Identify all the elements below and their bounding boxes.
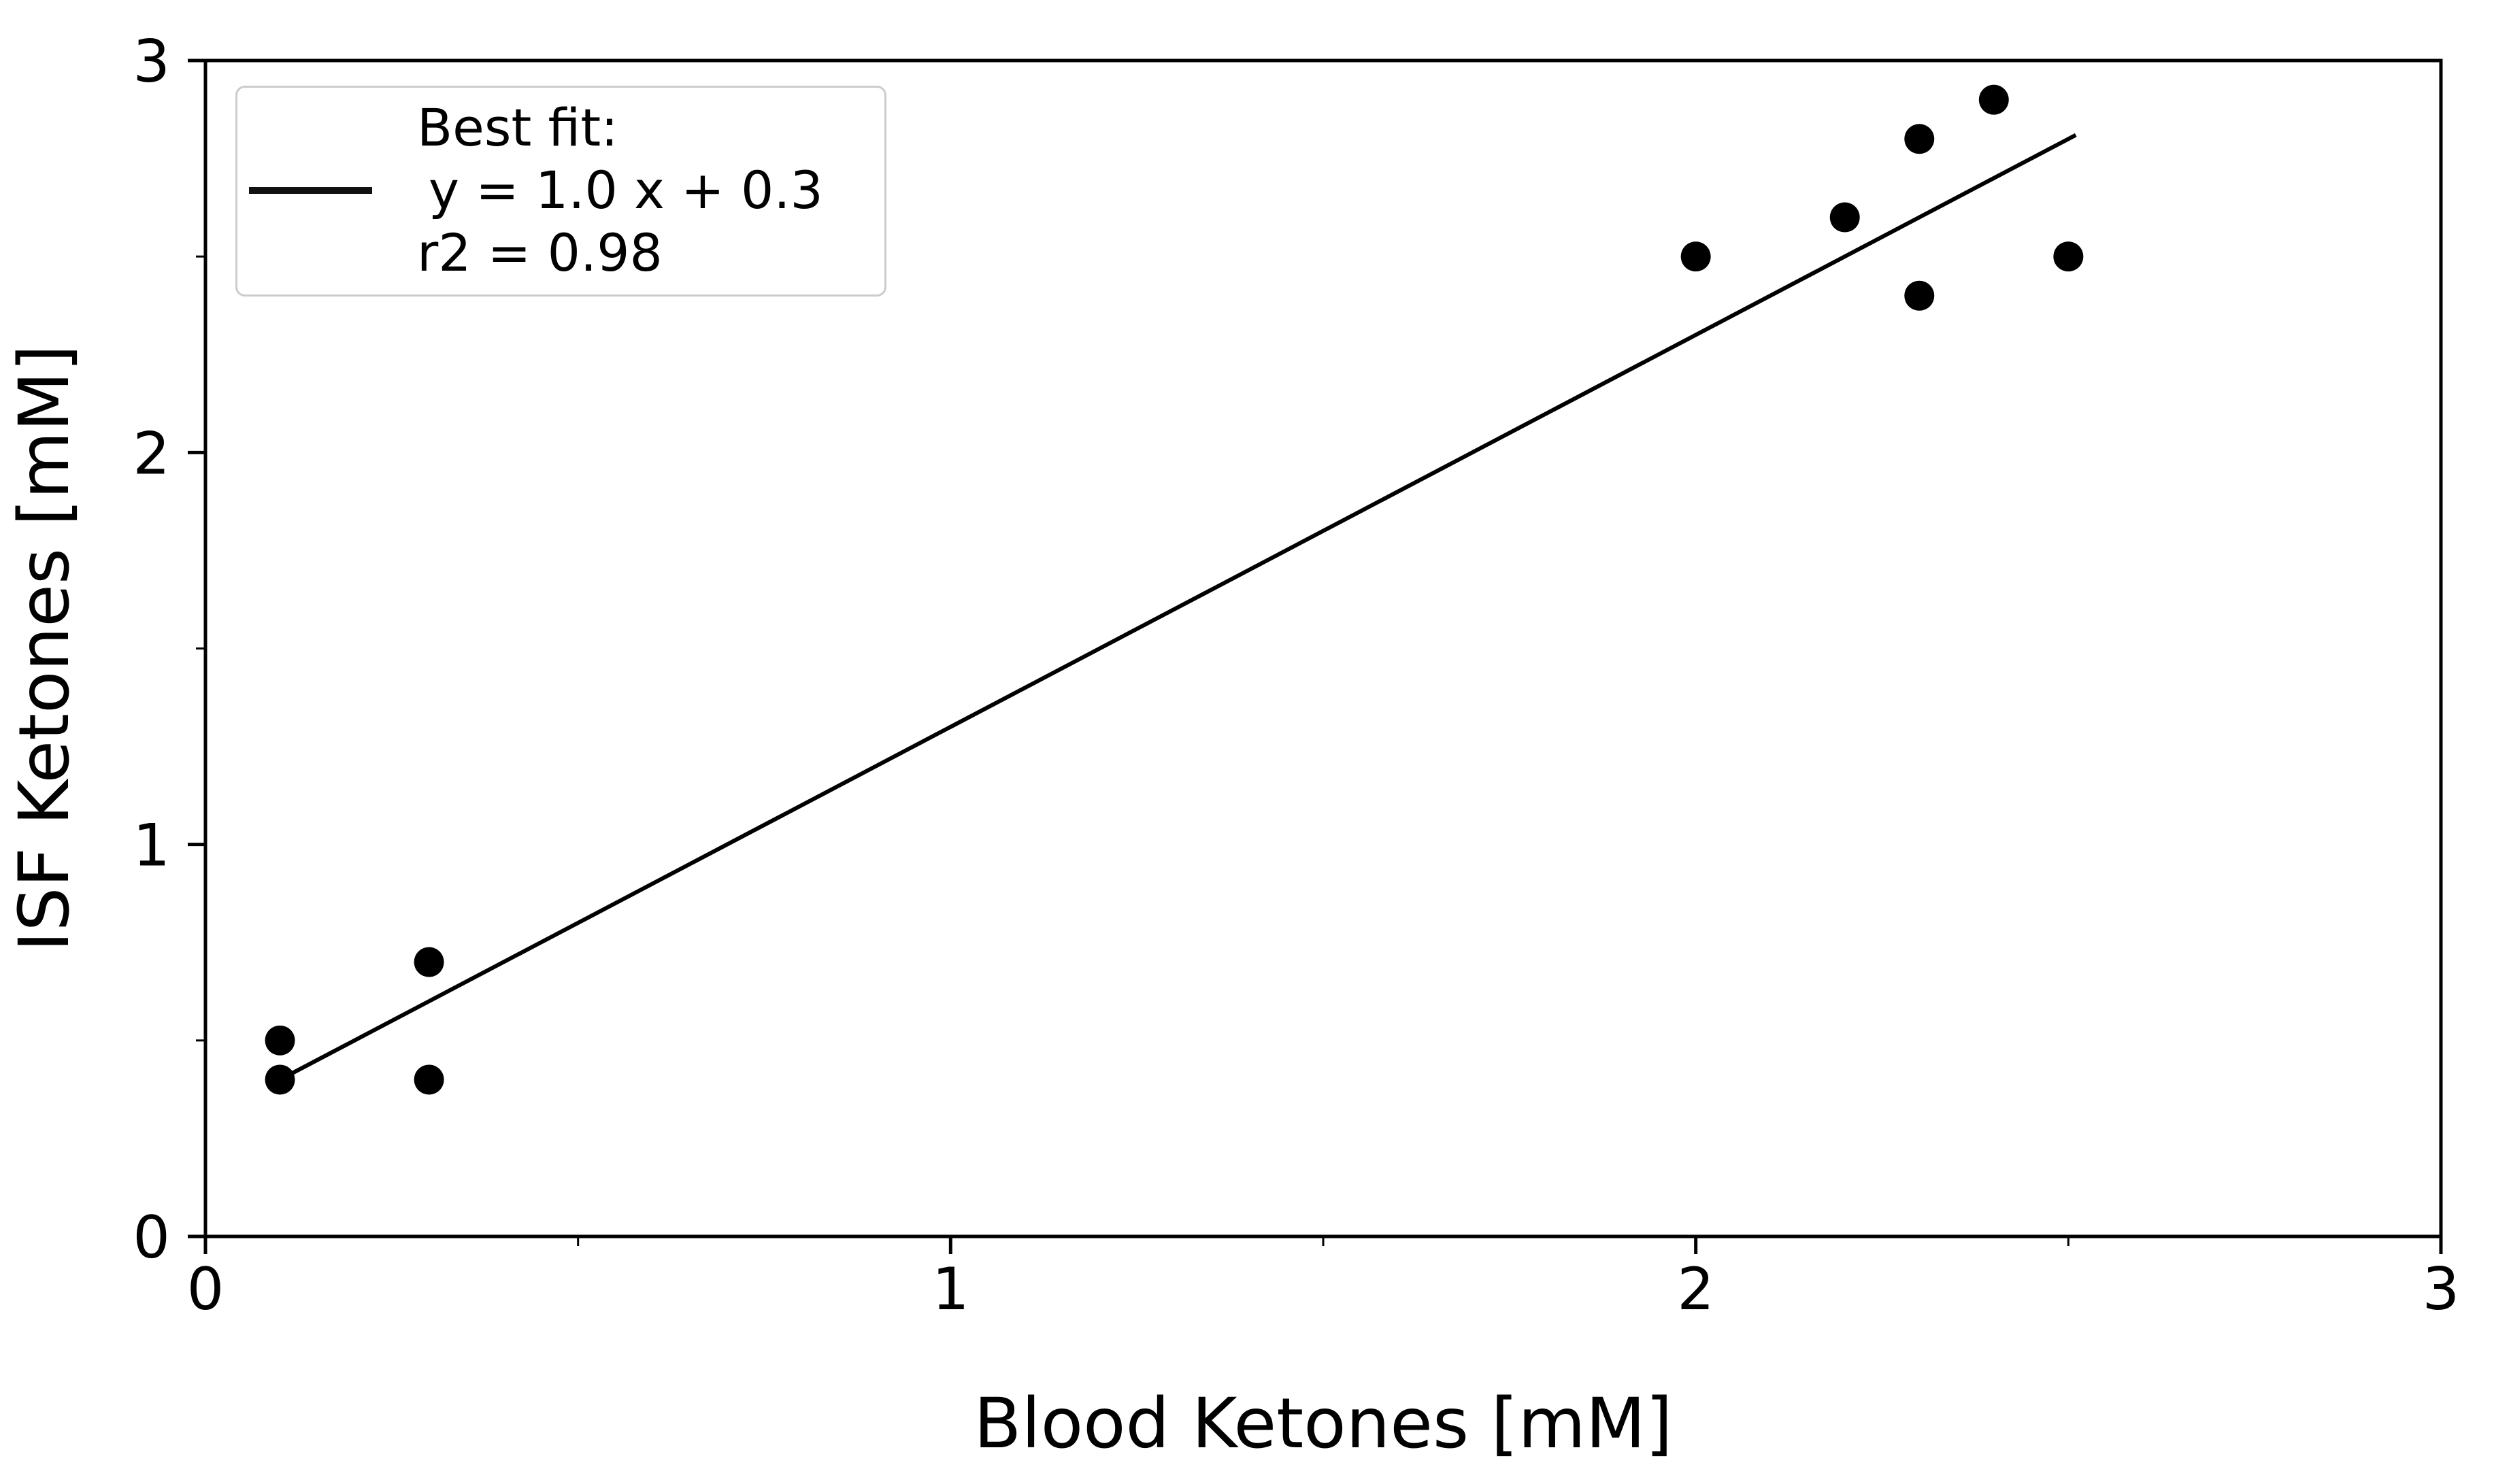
legend-line-sample-icon: [249, 187, 372, 194]
y-axis-label: ISF Ketones [mM]: [4, 345, 85, 952]
data-point: [2053, 241, 2084, 272]
legend-row-r2: r2 = 0.98: [237, 222, 884, 284]
y-tick-label: 0: [133, 1204, 170, 1272]
data-point: [1904, 124, 1935, 154]
data-point: [265, 1025, 295, 1056]
x-tick-label: 0: [187, 1255, 225, 1323]
data-point: [414, 1064, 444, 1095]
x-tick-label: 3: [2423, 1255, 2460, 1323]
legend-row-equation: y = 1.0 x + 0.3: [237, 159, 884, 222]
data-point: [414, 947, 444, 977]
legend-box: Best fit: y = 1.0 x + 0.3 r2 = 0.98: [235, 86, 886, 297]
x-tick-label: 2: [1677, 1255, 1714, 1323]
y-tick-label: 3: [133, 28, 170, 96]
data-point: [1904, 280, 1935, 311]
data-point: [1680, 241, 1711, 272]
y-tick-label: 1: [133, 812, 170, 880]
legend-equation-label: y = 1.0 x + 0.3: [429, 160, 823, 220]
best-fit-line: [279, 133, 2077, 1082]
legend-title: Best fit:: [417, 97, 618, 158]
data-point: [1829, 202, 1860, 233]
data-point: [1978, 84, 2009, 115]
y-tick-label: 2: [133, 420, 170, 488]
legend-r2-label: r2 = 0.98: [417, 222, 663, 283]
x-axis-label: Blood Ketones [mM]: [974, 1383, 1672, 1464]
legend-row-title: Best fit:: [237, 97, 884, 159]
x-tick-label: 1: [932, 1255, 969, 1323]
